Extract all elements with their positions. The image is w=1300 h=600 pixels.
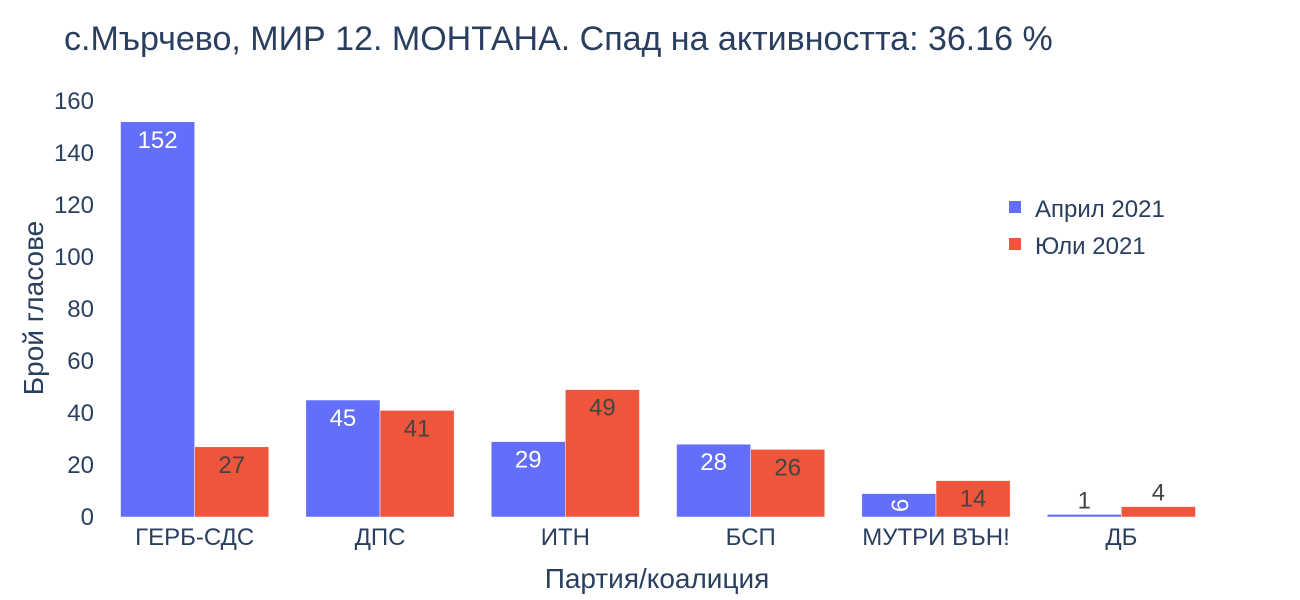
y-tick-label: 60 xyxy=(67,348,94,375)
x-tick-label: ДПС xyxy=(355,524,406,551)
bar xyxy=(565,389,640,518)
bar xyxy=(1046,514,1122,518)
bar-value-label: 41 xyxy=(404,415,431,442)
bar-labels-group: 152 45 29 28 9 1 27 41 49 26 14 4 xyxy=(138,127,1166,515)
y-tick-label: 140 xyxy=(54,140,94,167)
bar xyxy=(750,449,826,518)
bar-value-label: 45 xyxy=(330,405,357,432)
x-tick-label: ИТН xyxy=(541,524,590,551)
bar-value-label: 27 xyxy=(218,452,245,479)
legend-swatch xyxy=(1009,201,1021,213)
bar-value-label: 4 xyxy=(1152,480,1165,507)
bar-value-label: 14 xyxy=(960,486,987,513)
y-axis-ticks: 0 20 40 60 80 100 120 140 160 xyxy=(54,88,94,531)
bars-group xyxy=(120,121,1196,518)
bar xyxy=(676,443,751,518)
bar xyxy=(120,121,195,518)
bar-value-label: 29 xyxy=(515,447,542,474)
bar-value-label: 1 xyxy=(1078,487,1091,514)
legend: Април 2021 Юли 2021 xyxy=(1009,196,1165,260)
bar xyxy=(935,480,1011,518)
y-tick-label: 40 xyxy=(67,400,94,427)
bar xyxy=(194,446,270,518)
bar xyxy=(1121,506,1196,518)
legend-label: Април 2021 xyxy=(1035,196,1165,223)
x-tick-label: БСП xyxy=(726,524,776,551)
y-tick-label: 0 xyxy=(81,504,94,531)
x-tick-label: ДБ xyxy=(1105,524,1137,551)
legend-label: Юли 2021 xyxy=(1035,233,1146,260)
x-tick-label: МУТРИ ВЪН! xyxy=(862,524,1009,551)
bar xyxy=(305,399,381,518)
y-tick-label: 80 xyxy=(67,296,94,323)
bar-value-label: 49 xyxy=(589,395,616,422)
x-tick-label: ГЕРБ-СДС xyxy=(135,524,254,551)
y-tick-label: 120 xyxy=(54,192,94,219)
y-tick-label: 20 xyxy=(67,452,94,479)
bar xyxy=(379,410,455,518)
y-tick-label: 100 xyxy=(54,244,94,271)
y-axis-title: Брой гласове xyxy=(18,221,49,395)
y-tick-label: 160 xyxy=(54,88,94,115)
x-axis-ticks: ГЕРБ-СДС ДПС ИТН БСП МУТРИ ВЪН! ДБ xyxy=(135,524,1137,551)
bar xyxy=(490,441,566,518)
bar-value-label: 28 xyxy=(700,449,727,476)
bar-value-label: 152 xyxy=(138,127,178,154)
bar-value-label: 26 xyxy=(774,454,801,481)
bar-value-label: 9 xyxy=(885,499,912,512)
chart-title: с.Мърчево, МИР 12. МОНТАНА. Спад на акти… xyxy=(64,20,1053,58)
legend-swatch xyxy=(1009,238,1021,250)
x-axis-title: Партия/коалиция xyxy=(545,563,770,594)
